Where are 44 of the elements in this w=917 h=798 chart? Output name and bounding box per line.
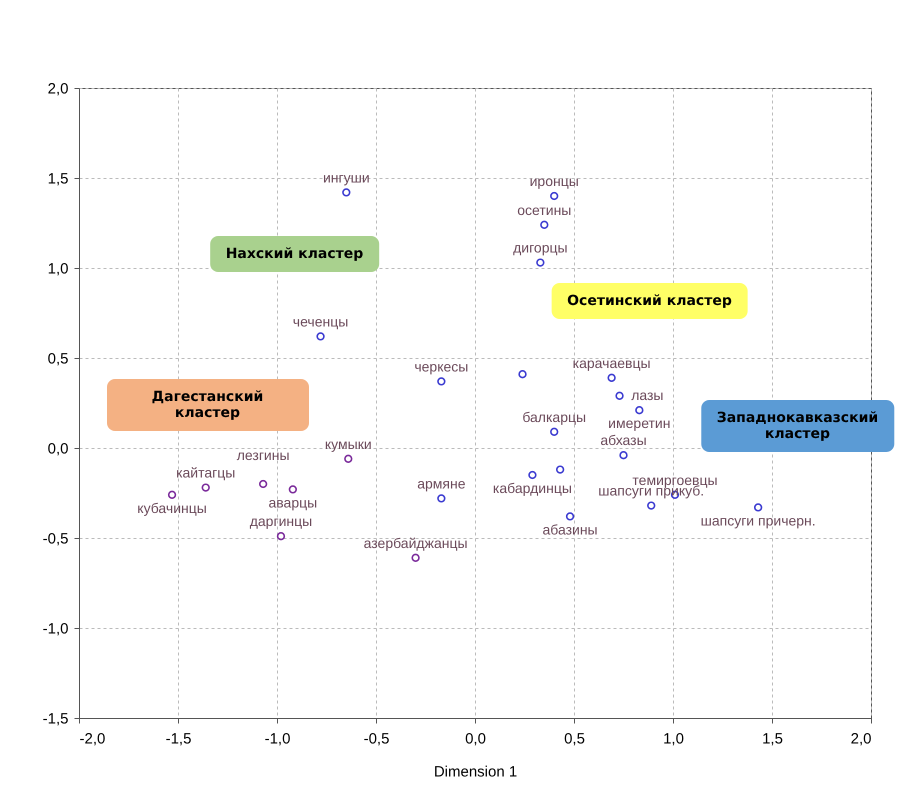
annotation: дигорцы [513,240,568,256]
annotation: балкарцы [522,408,586,425]
annotation: иронцы [530,173,579,189]
x-tick-label: -2,0 [80,730,106,748]
callout-box: Дагестанский кластер [106,378,308,430]
y-tick-label: -1,5 [42,710,68,728]
x-tick-label: 0,0 [465,730,486,748]
y-tick-label: 1,5 [48,170,68,188]
annotation: черкесы [414,358,468,374]
annotation: азербайджанцы [364,534,468,551]
y-tick-label: -0,5 [42,530,68,548]
annotation: шапсуги причерн. [700,512,816,528]
annotation: кайтагцы [176,464,236,481]
x-axis-title: Dimension 1 [434,764,518,780]
y-tick-label: 0,5 [48,350,68,368]
y-tick-label: -1,0 [42,620,68,638]
callout-box: Западнокавказский кластер [700,400,894,452]
annotation: лезгины [236,447,290,463]
annotation: имеретин [608,415,670,432]
annotation: кабардинцы [492,480,572,496]
annotation: чеченцы [292,313,348,330]
x-tick-label: -0,5 [364,730,390,748]
annotation: ингуши [322,169,370,186]
x-tick-label: 1,5 [762,730,783,748]
callout-box: Осетинский кластер [551,282,748,318]
y-tick-label: 2,0 [48,80,68,98]
annotation: карачаевцы [572,354,651,371]
annotation: даргинцы [250,513,312,530]
callout-box: Нахский кластер [210,236,380,272]
x-tick-label: -1,5 [166,730,192,748]
annotation: армяне [417,475,466,492]
annotation: кубачинцы [137,500,207,516]
x-tick-label: 0,5 [564,730,585,748]
annotation: осетины [517,202,572,218]
annotation: абазины [542,521,598,538]
annotation: аварцы [268,494,318,510]
y-tick-label: 1,0 [48,260,68,278]
annotation: лазы [631,386,664,403]
y-tick-label: 0,0 [48,440,68,458]
x-tick-label: -1,0 [264,730,290,748]
x-tick-label: 1,0 [663,730,684,748]
x-tick-label: 2,0 [850,730,872,748]
annotation: кумыки [324,436,372,452]
annotation: абхазы [600,432,647,448]
